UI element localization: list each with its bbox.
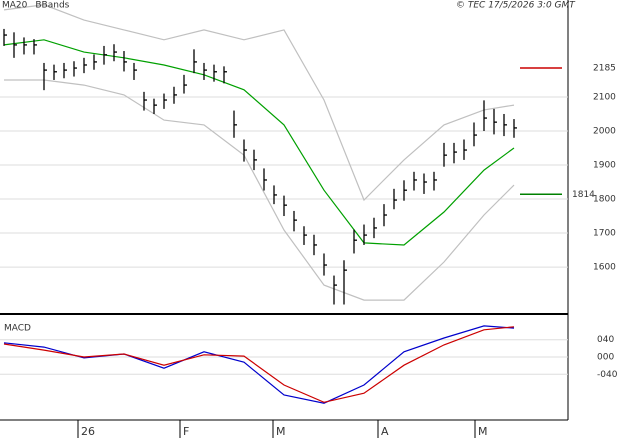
macd-line xyxy=(3,325,515,404)
y-tick-label: 1900 xyxy=(593,161,616,171)
x-tick-label: M xyxy=(478,425,488,438)
indicator-line xyxy=(3,39,515,246)
legend-entry: BBands xyxy=(35,1,69,11)
y-tick-label: 1800 xyxy=(593,195,616,205)
x-tick-label: M xyxy=(276,425,286,438)
x-tick-label: F xyxy=(183,425,189,438)
y-tick-label: 2000 xyxy=(593,126,616,136)
level-label: 2185 xyxy=(593,64,616,74)
legend-entry: MA20 xyxy=(2,1,28,11)
y-tick-label: 000 xyxy=(597,352,614,362)
indicator-line xyxy=(3,4,515,202)
x-tick-label: A xyxy=(381,425,389,438)
y-tick-label: 1700 xyxy=(593,229,616,239)
macd-title: MACD xyxy=(4,324,31,334)
y-tick-label: 040 xyxy=(597,335,614,345)
x-tick-label: 26 xyxy=(81,425,95,438)
y-tick-label: 1600 xyxy=(593,263,616,273)
y-tick-label: 2100 xyxy=(593,92,616,102)
macd-line xyxy=(3,326,515,403)
level-label: 1814 xyxy=(572,190,595,200)
indicator-lower xyxy=(4,79,515,301)
y-tick-label: -040 xyxy=(597,370,618,380)
source: © TEC 17/5/2026 3:0 GMT xyxy=(456,1,576,11)
